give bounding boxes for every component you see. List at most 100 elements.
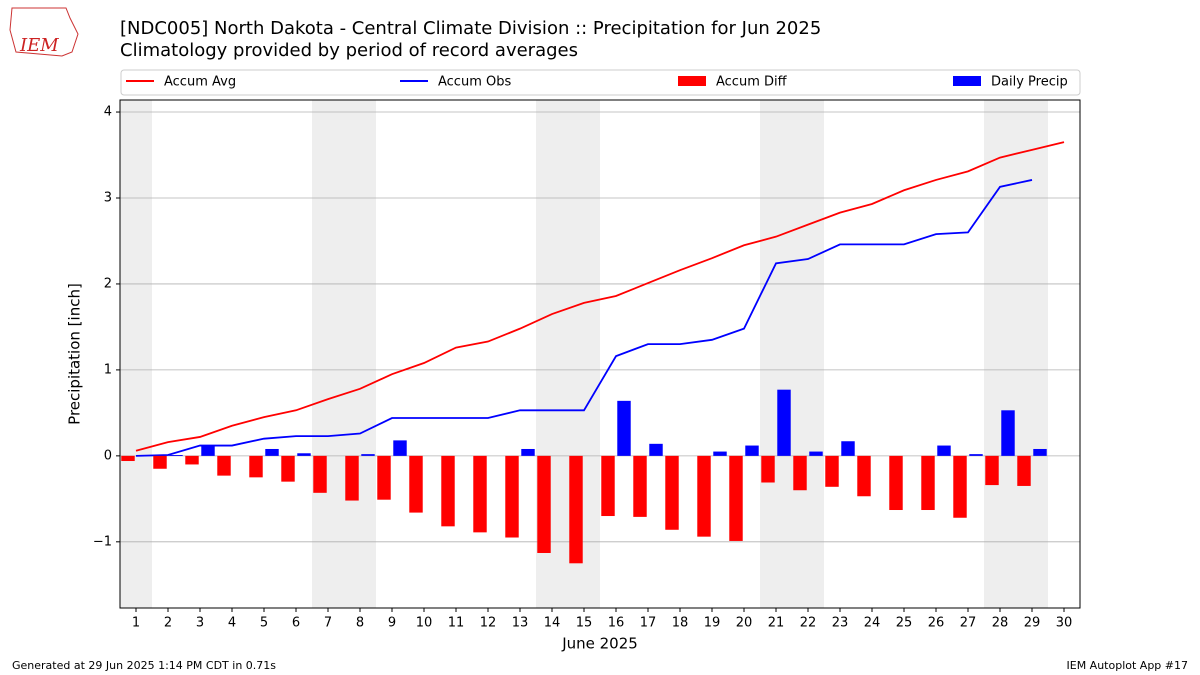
legend-label: Accum Diff [716, 75, 788, 90]
logo: IEM [9, 7, 79, 57]
bar [537, 455, 551, 553]
bar [793, 455, 807, 491]
bar [217, 455, 231, 476]
bar [265, 448, 279, 456]
x-tick-label: 10 [416, 616, 433, 631]
line [135, 179, 1033, 457]
chart-title: [NDC005] North Dakota - Central Climate … [120, 18, 821, 39]
x-tick-label: 19 [704, 616, 721, 631]
bar [1033, 448, 1047, 456]
x-tick-label: 3 [196, 616, 204, 631]
bar [617, 400, 631, 456]
y-tick-label: 1 [104, 362, 112, 377]
legend-swatch [953, 76, 981, 86]
bar [985, 455, 999, 486]
bar [521, 448, 535, 456]
weekend-band [344, 100, 376, 608]
x-tick-label: 17 [640, 616, 657, 631]
bar [633, 455, 647, 517]
bar [969, 454, 983, 456]
x-tick-label: 22 [800, 616, 817, 631]
bar [937, 445, 951, 456]
x-axis-label: June 2025 [561, 635, 638, 653]
bar [713, 451, 727, 456]
legend-label: Accum Avg [164, 75, 236, 90]
x-tick-label: 14 [544, 616, 561, 631]
legend-label: Daily Precip [991, 75, 1068, 90]
chart-subtitle: Climatology provided by period of record… [120, 40, 578, 61]
x-tick-label: 12 [480, 616, 497, 631]
x-tick-label: 5 [260, 616, 268, 631]
bar [729, 455, 743, 541]
bar [201, 446, 215, 456]
bar [1001, 410, 1015, 456]
legend-label: Accum Obs [438, 75, 511, 90]
bar [345, 455, 359, 501]
weekend-band [760, 100, 792, 608]
bar [857, 455, 871, 497]
bar [697, 455, 711, 537]
x-tick-label: 27 [960, 616, 977, 631]
x-tick-label: 20 [736, 616, 753, 631]
legend-swatch [678, 76, 706, 86]
x-tick-label: 1 [132, 616, 140, 631]
x-tick-label: 30 [1056, 616, 1073, 631]
x-tick-label: 9 [388, 616, 396, 631]
weekend-band [1016, 100, 1048, 608]
x-tick-label: 16 [608, 616, 625, 631]
legend-box [120, 69, 1081, 96]
bar [921, 455, 935, 511]
bar [777, 389, 791, 456]
bar [601, 455, 615, 517]
bar [841, 441, 855, 456]
bar [745, 445, 759, 456]
y-tick-label: 2 [104, 276, 112, 291]
bar [761, 455, 775, 483]
x-tick-label: 7 [324, 616, 332, 631]
x-tick-label: 4 [228, 616, 236, 631]
x-tick-label: 13 [512, 616, 529, 631]
bar [665, 455, 679, 530]
x-tick-label: 28 [992, 616, 1009, 631]
x-tick-label: 29 [1024, 616, 1041, 631]
bar [889, 455, 903, 511]
bar [441, 455, 455, 527]
weekend-band [984, 100, 1016, 608]
weekend-band [792, 100, 824, 608]
footer-left: Generated at 29 Jun 2025 1:14 PM CDT in … [12, 659, 276, 672]
y-axis-label: Precipitation [inch] [66, 283, 84, 425]
bar [281, 455, 295, 482]
x-tick-label: 23 [832, 616, 849, 631]
bar [569, 455, 583, 564]
bar [377, 455, 391, 500]
line [135, 141, 1065, 452]
bar [953, 455, 967, 518]
bar [169, 454, 183, 456]
x-tick-label: 18 [672, 616, 689, 631]
bar [313, 455, 327, 493]
bar [121, 455, 135, 462]
bar [361, 454, 375, 456]
footer-right: IEM Autoplot App #17 [1067, 659, 1189, 672]
plot-frame [119, 99, 1081, 609]
bar [297, 453, 311, 456]
logo-text: IEM [19, 35, 59, 56]
bar [153, 455, 167, 469]
weekend-band [120, 100, 152, 608]
x-tick-label: 8 [356, 616, 364, 631]
x-tick-label: 11 [448, 616, 465, 631]
y-tick-label: 3 [104, 190, 112, 205]
bar [1017, 455, 1031, 486]
bar [185, 455, 199, 465]
y-tick-label: 0 [104, 448, 112, 463]
x-tick-label: 21 [768, 616, 785, 631]
bar [825, 455, 839, 487]
x-tick-label: 25 [896, 616, 913, 631]
y-tick-label: −1 [93, 534, 112, 549]
x-tick-label: 26 [928, 616, 945, 631]
bar [809, 451, 823, 456]
x-tick-label: 6 [292, 616, 300, 631]
bar [249, 455, 263, 478]
weekend-band [312, 100, 344, 608]
bar [649, 443, 663, 456]
